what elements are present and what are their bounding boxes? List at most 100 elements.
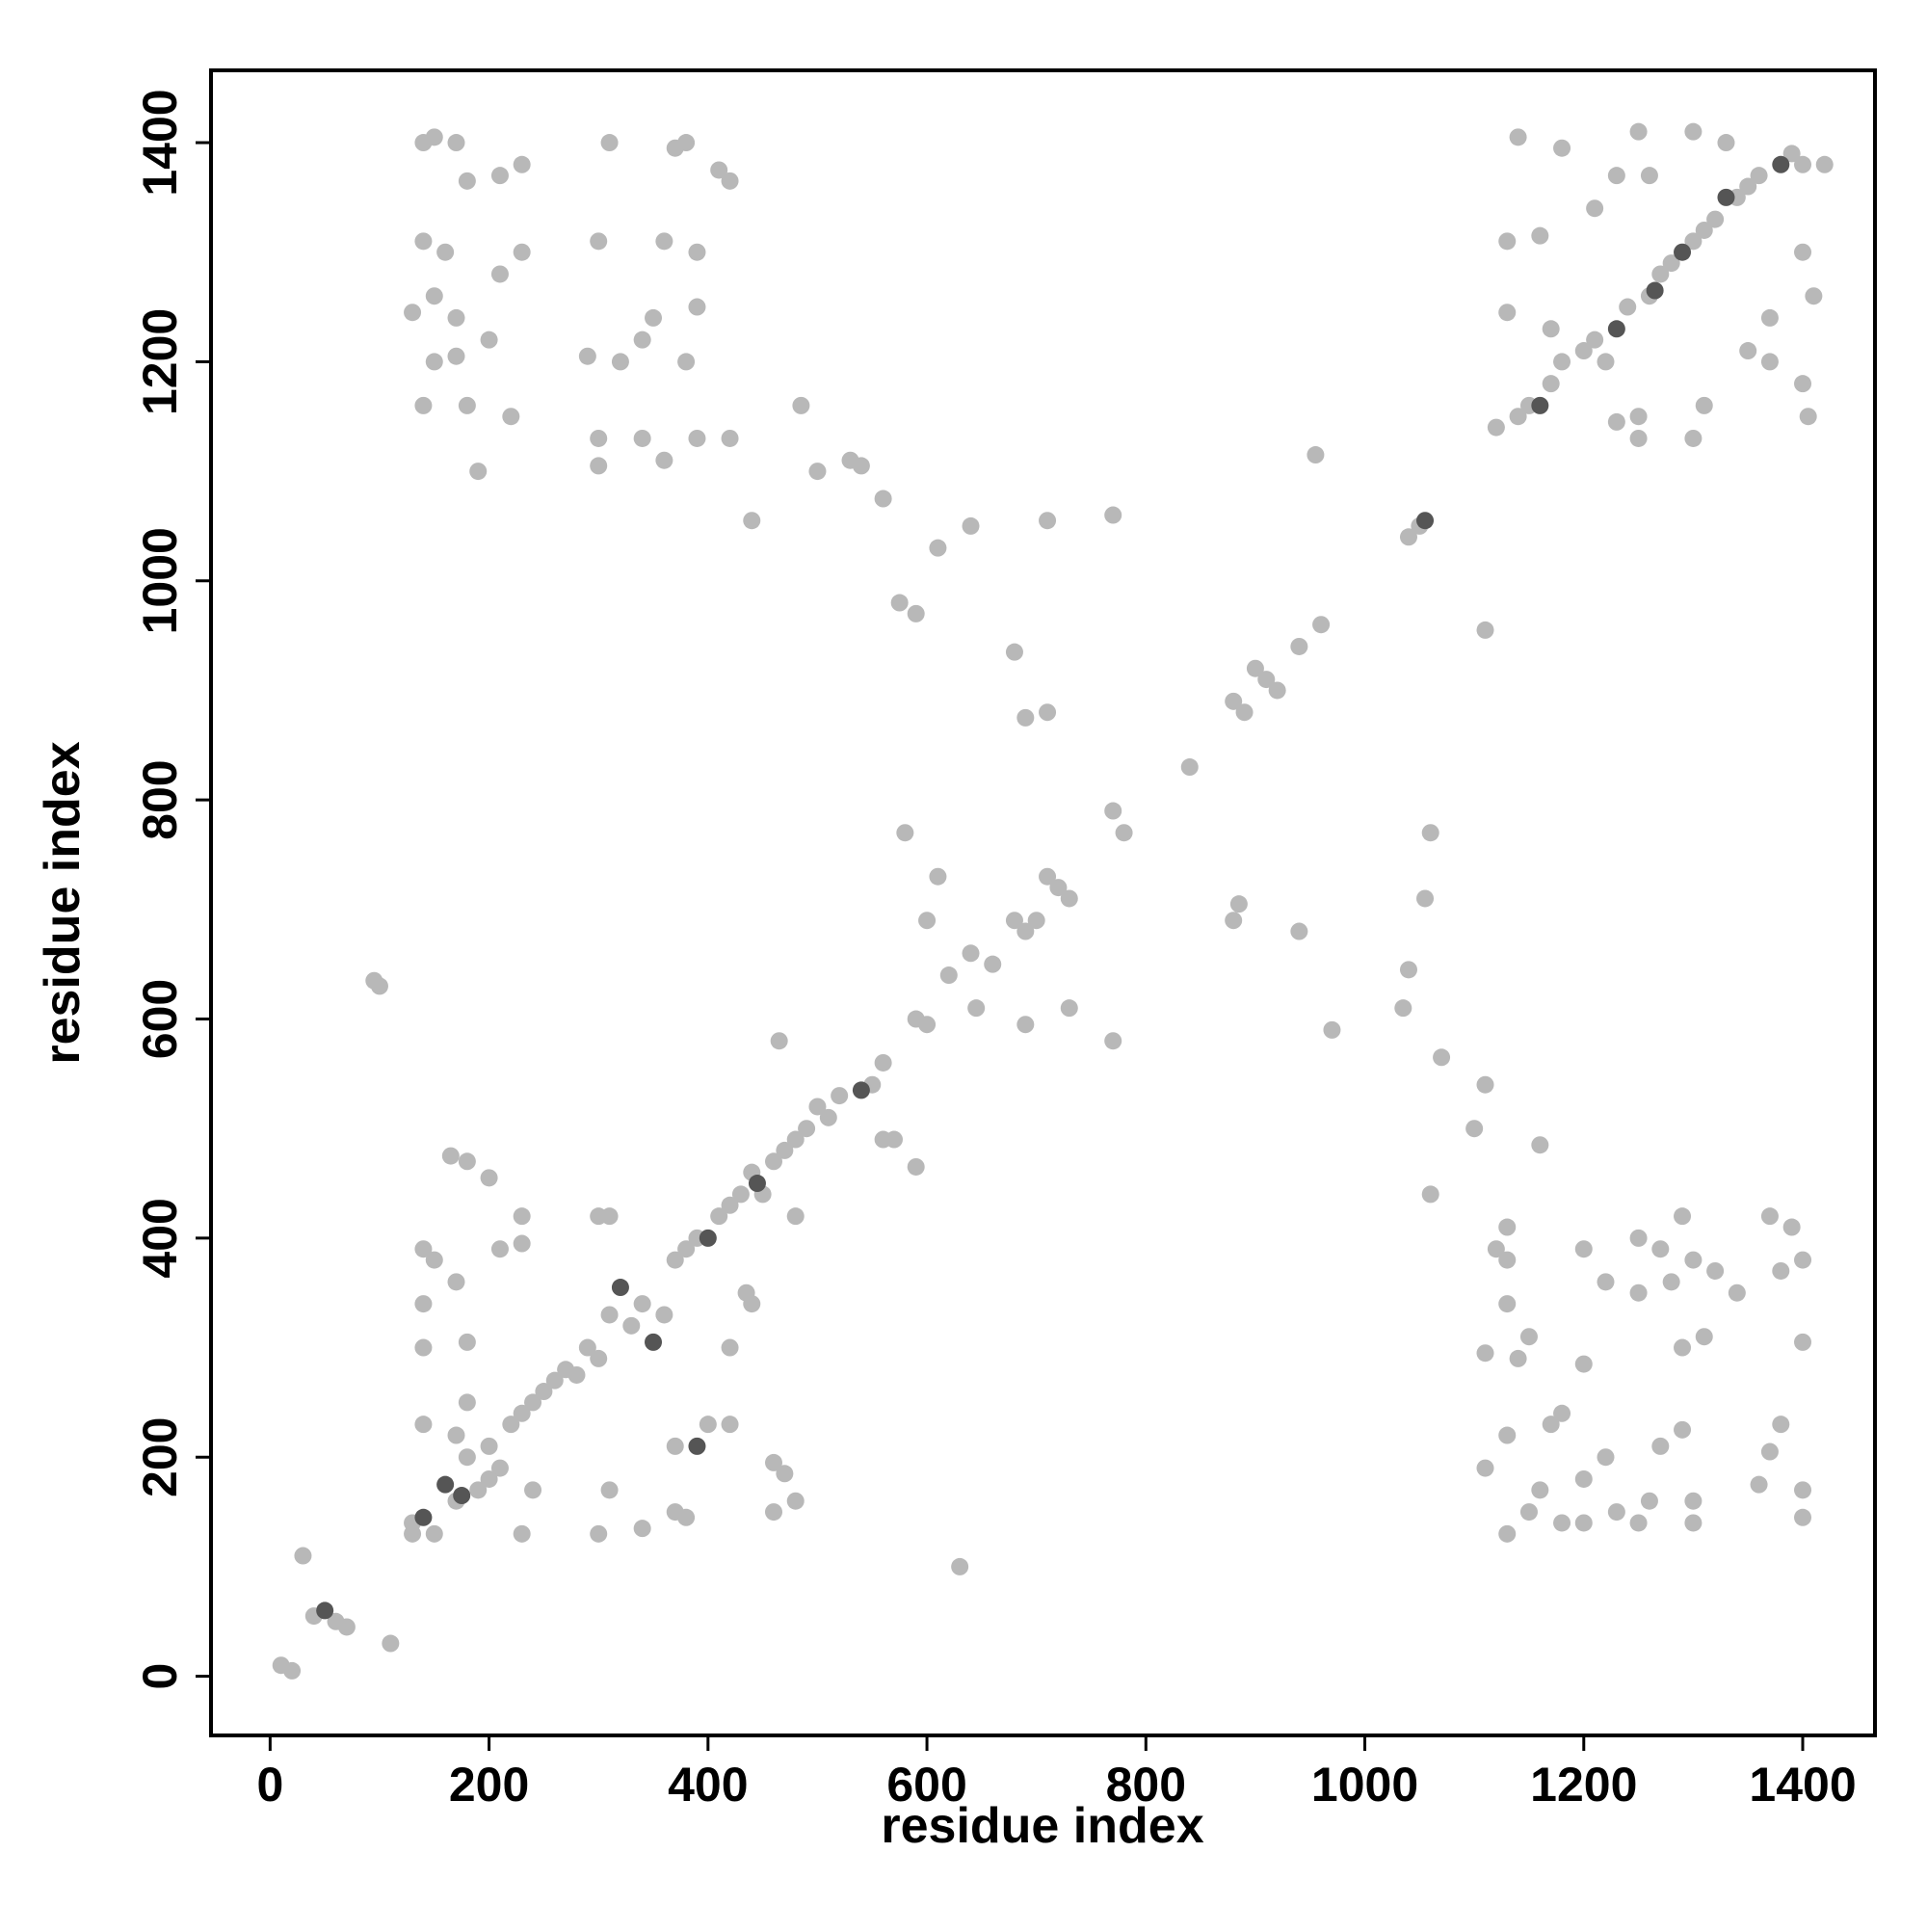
x-tick-label: 600 <box>886 1758 966 1812</box>
point <box>469 463 488 481</box>
point <box>786 1492 805 1510</box>
point <box>962 516 980 535</box>
y-tick-label: 600 <box>133 979 187 1059</box>
point <box>677 134 696 152</box>
point <box>1607 412 1625 431</box>
point <box>874 490 892 508</box>
point <box>1399 528 1417 546</box>
point <box>1772 1416 1790 1434</box>
point <box>447 1426 465 1444</box>
point <box>480 331 498 349</box>
point <box>1531 226 1549 245</box>
point <box>808 463 827 481</box>
point <box>453 1487 471 1505</box>
point <box>1257 671 1276 689</box>
point <box>1104 802 1122 820</box>
point <box>1005 912 1023 930</box>
point <box>792 396 810 414</box>
point <box>1794 155 1812 173</box>
point <box>1487 1240 1505 1258</box>
point <box>1104 506 1122 524</box>
point <box>425 1251 443 1269</box>
point <box>633 331 651 349</box>
point <box>404 304 422 322</box>
point <box>1640 1492 1658 1510</box>
point <box>770 1032 788 1050</box>
point <box>490 265 509 283</box>
point <box>458 1333 476 1351</box>
point <box>1180 758 1199 777</box>
point <box>1519 1328 1538 1346</box>
point <box>1465 1120 1484 1138</box>
point <box>1799 408 1817 426</box>
point <box>1104 1032 1122 1050</box>
point <box>1016 1016 1035 1034</box>
point <box>1684 429 1703 447</box>
point <box>721 1338 739 1357</box>
point <box>283 1661 302 1680</box>
points <box>272 122 1834 1680</box>
point <box>316 1601 334 1620</box>
point <box>513 1404 531 1422</box>
point <box>645 1333 663 1351</box>
point <box>1586 199 1604 218</box>
point <box>458 1152 476 1171</box>
point <box>1684 1251 1703 1269</box>
point <box>600 1207 619 1226</box>
point <box>1662 254 1680 273</box>
point <box>1760 308 1779 327</box>
point <box>513 1524 531 1543</box>
y-tick-label: 1200 <box>133 308 187 415</box>
point <box>721 1416 739 1434</box>
point <box>874 1053 892 1072</box>
point <box>1684 1514 1703 1532</box>
point <box>918 1016 937 1034</box>
point <box>896 824 914 842</box>
point <box>622 1316 641 1335</box>
x-tick-label: 400 <box>668 1758 748 1812</box>
point <box>655 451 673 469</box>
point <box>1531 1481 1549 1499</box>
point <box>1290 637 1308 655</box>
point <box>1027 912 1045 930</box>
point <box>1794 375 1812 393</box>
point <box>469 1481 488 1499</box>
point <box>490 167 509 185</box>
point <box>808 1098 827 1116</box>
point <box>633 429 651 447</box>
point <box>688 298 706 316</box>
point <box>1049 879 1068 897</box>
point <box>513 155 531 173</box>
point <box>502 408 520 426</box>
point <box>748 1175 766 1193</box>
point <box>1519 1503 1538 1522</box>
point <box>1629 1284 1648 1302</box>
point <box>425 128 443 146</box>
point <box>1268 681 1286 700</box>
point <box>1246 659 1264 677</box>
x-tick-label: 0 <box>256 1758 283 1812</box>
point <box>578 347 596 365</box>
point <box>1760 1442 1779 1461</box>
point <box>1476 1459 1494 1477</box>
point <box>535 1383 553 1401</box>
point <box>1597 1273 1615 1291</box>
point <box>786 1207 805 1226</box>
point <box>382 1634 400 1653</box>
y-tick-label: 200 <box>133 1417 187 1497</box>
point <box>1706 210 1725 228</box>
point <box>590 457 608 475</box>
point <box>1307 446 1325 464</box>
point <box>611 1279 629 1297</box>
point <box>1542 320 1560 338</box>
point <box>1717 188 1735 206</box>
point <box>776 1465 794 1483</box>
point <box>1794 1481 1812 1499</box>
point <box>764 1453 782 1471</box>
point <box>951 1557 969 1575</box>
point <box>1553 1514 1571 1532</box>
point <box>929 539 947 557</box>
point <box>710 161 728 179</box>
point <box>1772 155 1790 173</box>
